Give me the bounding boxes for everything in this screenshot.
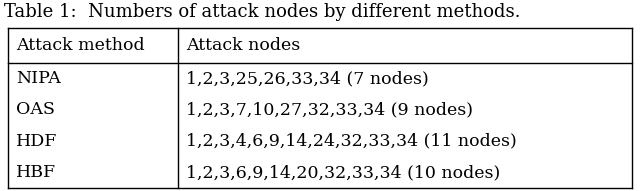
Text: 1,2,3,4,6,9,14,24,32,33,34 (11 nodes): 1,2,3,4,6,9,14,24,32,33,34 (11 nodes) bbox=[186, 133, 516, 150]
Text: Attack method: Attack method bbox=[16, 37, 145, 54]
Text: Table 1:  Numbers of attack nodes by different methods.: Table 1: Numbers of attack nodes by diff… bbox=[4, 3, 520, 21]
Text: OAS: OAS bbox=[16, 101, 55, 118]
Text: NIPA: NIPA bbox=[16, 70, 61, 87]
Text: HDF: HDF bbox=[16, 133, 58, 150]
Text: HBF: HBF bbox=[16, 164, 56, 181]
Text: 1,2,3,25,26,33,34 (7 nodes): 1,2,3,25,26,33,34 (7 nodes) bbox=[186, 70, 428, 87]
Text: Attack nodes: Attack nodes bbox=[186, 37, 300, 54]
Text: 1,2,3,6,9,14,20,32,33,34 (10 nodes): 1,2,3,6,9,14,20,32,33,34 (10 nodes) bbox=[186, 164, 500, 181]
Text: 1,2,3,7,10,27,32,33,34 (9 nodes): 1,2,3,7,10,27,32,33,34 (9 nodes) bbox=[186, 101, 473, 118]
